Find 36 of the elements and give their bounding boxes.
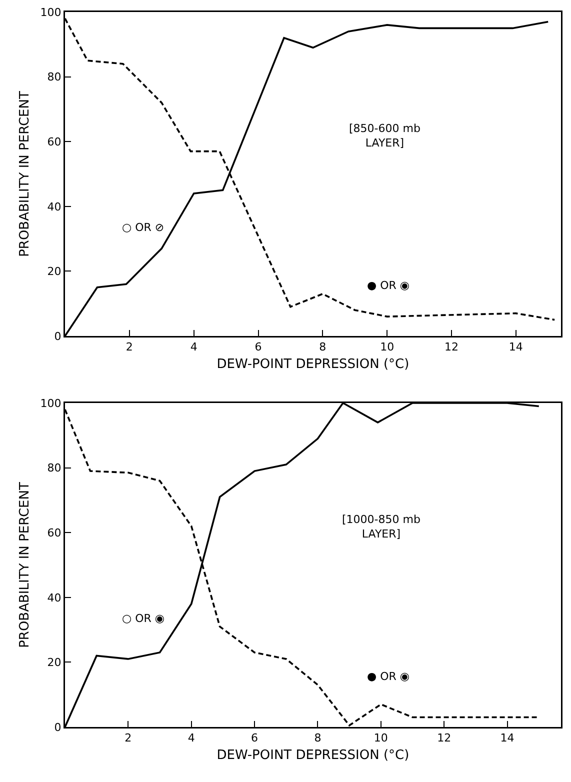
y-tick-label: 80 bbox=[47, 462, 62, 475]
y-tick-label: 0 bbox=[54, 330, 62, 343]
x-tick-label: 6 bbox=[254, 340, 262, 354]
x-tick-label: 4 bbox=[190, 340, 198, 354]
x-tick-label: 10 bbox=[380, 340, 394, 354]
y-tick-label: 20 bbox=[47, 265, 62, 278]
y-tick-label: 100 bbox=[40, 396, 62, 410]
annotation: [850-600 mb LAYER] bbox=[349, 122, 420, 150]
x-axis-title: DEW-POINT DEPRESSION (°C) bbox=[216, 748, 410, 764]
y-tick-label: 80 bbox=[47, 70, 62, 84]
annotation: ○ OR ◉ bbox=[122, 612, 164, 625]
x-tick-label: 2 bbox=[124, 732, 132, 745]
x-axis-title: DEW-POINT DEPRESSION (°C) bbox=[216, 357, 410, 372]
y-tick-label: 40 bbox=[47, 591, 62, 604]
x-tick-label: 2 bbox=[126, 340, 133, 354]
y-axis-title: PROBABILITY IN PERCENT bbox=[18, 91, 32, 257]
annotation: ● OR ◉ bbox=[367, 670, 410, 683]
y-tick-label: 20 bbox=[47, 656, 62, 670]
x-tick-label: 12 bbox=[444, 340, 458, 354]
x-tick-label: 14 bbox=[500, 732, 514, 745]
x-tick-label: 4 bbox=[188, 732, 195, 745]
annotation: ● OR ◉ bbox=[367, 279, 410, 292]
y-axis-title: PROBABILITY IN PERCENT bbox=[18, 482, 32, 648]
x-tick-label: 8 bbox=[314, 732, 322, 745]
y-tick-label: 60 bbox=[47, 135, 62, 148]
y-tick-label: 60 bbox=[47, 526, 62, 540]
y-tick-label: 100 bbox=[40, 6, 62, 19]
x-tick-label: 12 bbox=[437, 732, 452, 745]
x-tick-label: 14 bbox=[508, 340, 523, 354]
annotation: [1000-850 mb LAYER] bbox=[342, 513, 420, 540]
x-tick-label: 8 bbox=[319, 340, 326, 354]
x-tick-label: 10 bbox=[374, 732, 388, 745]
annotation: ○ OR ⊘ bbox=[122, 221, 164, 234]
y-tick-label: 40 bbox=[47, 200, 62, 214]
x-tick-label: 6 bbox=[251, 732, 258, 745]
y-tick-label: 0 bbox=[54, 720, 62, 734]
